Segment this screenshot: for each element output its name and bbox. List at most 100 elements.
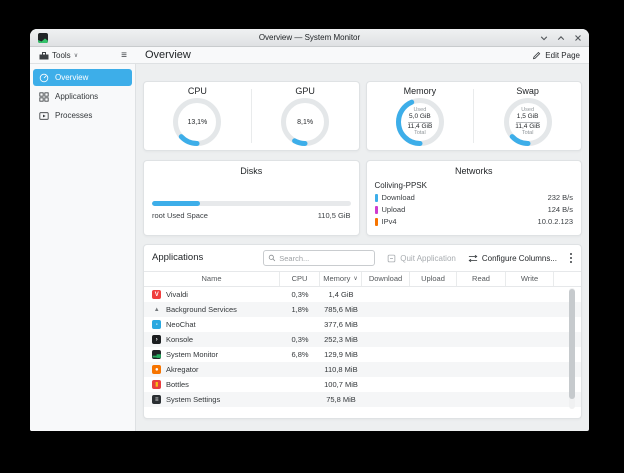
disk-value: 110,5 GiB — [317, 211, 351, 220]
column-header-read[interactable]: Read — [457, 272, 506, 286]
column-header-memory[interactable]: Memory ∨ — [320, 272, 362, 286]
column-header-upload[interactable]: Upload — [410, 272, 457, 286]
sidebar-item-applications[interactable]: Applications — [33, 88, 132, 105]
stat-value: 124 B/s — [547, 205, 573, 215]
page-title: Overview — [145, 48, 191, 61]
sidebar-item-overview[interactable]: Overview — [33, 69, 132, 86]
stat-value: 10.0.2.123 — [537, 217, 573, 227]
cpu-cell — [280, 362, 320, 377]
card-title: Networks — [454, 166, 493, 176]
table-row-konsole[interactable]: › Konsole 0,3% 252,3 MiB — [144, 332, 581, 347]
quit-application-button[interactable]: Quit Application — [387, 254, 456, 263]
gauge-title: GPU — [295, 86, 315, 96]
total-value: 11,4 GiB — [407, 122, 433, 130]
used-value: 5,0 GiB — [409, 113, 431, 120]
app-icon — [38, 33, 48, 43]
stat-label: Download — [381, 193, 415, 203]
tools-label: Tools — [52, 50, 71, 60]
divider — [473, 89, 475, 143]
system-monitor-app-icon: ▂▄ — [152, 350, 161, 359]
maximize-button[interactable] — [556, 34, 565, 43]
used-label: Used — [521, 106, 535, 113]
quit-application-label: Quit Application — [400, 253, 456, 263]
configure-columns-label: Configure Columns... — [481, 253, 557, 263]
network-name: Coliving-PPSK — [374, 181, 427, 190]
table-scrollbar[interactable] — [569, 288, 575, 409]
swap-gauge: Swap Used 1,5 GiB 11,4 GiB Total — [474, 82, 581, 150]
memory-gauge: Memory Used 5,0 GiB 11,4 GiB Total — [367, 82, 474, 150]
memory-cell: 785,6 MiB — [324, 304, 358, 314]
edit-page-button[interactable]: Edit Page — [532, 51, 580, 60]
stat-label: Upload — [381, 205, 406, 215]
close-button[interactable] — [573, 34, 582, 43]
disk-label: root Used Space — [152, 211, 208, 220]
scrollbar-thumb[interactable] — [569, 289, 575, 399]
divider — [407, 121, 432, 123]
vivaldi-app-icon: V — [152, 290, 161, 299]
app-name: System Monitor — [166, 349, 219, 359]
column-label: Memory — [323, 274, 351, 284]
gauge-value: 8,1% — [297, 118, 314, 126]
gauge-title: Memory — [403, 86, 437, 96]
table-row-background-services[interactable]: ▲ Background Services 1,8% 785,6 MiB — [144, 302, 581, 317]
cpu-cell — [280, 317, 320, 332]
sidebar-item-label: Processes — [55, 110, 93, 120]
table-row-system-monitor[interactable]: ▂▄ System Monitor 6,8% 129,9 MiB — [144, 347, 581, 362]
configure-columns-button[interactable]: Configure Columns... — [468, 254, 557, 263]
network-stat-row: Upload 124 B/s — [374, 205, 573, 215]
minimize-button[interactable] — [539, 34, 548, 43]
applications-table: V Vivaldi 0,3% 1,4 GiB ▲ Background Servic… — [144, 287, 581, 407]
memory-cell: 75,8 MiB — [326, 394, 356, 404]
memory-cell: 100,7 MiB — [324, 379, 358, 389]
cpu-cell — [280, 377, 320, 392]
speedometer-icon — [39, 73, 49, 82]
gauge-title: CPU — [187, 86, 207, 96]
cpu-gpu-card: CPU 13,1% GPU 8,1% — [143, 81, 360, 151]
system-monitor-window: Overview — System Monitor Tools ∨ ≡ Over… — [30, 29, 589, 431]
column-header-name[interactable]: Name — [144, 272, 280, 286]
table-header: Name CPU Memory ∨ Download Upload Read W… — [144, 271, 581, 287]
app-name: Vivaldi — [166, 289, 188, 299]
memory-cell: 252,3 MiB — [324, 334, 358, 344]
network-stat-row: IPv4 10.0.2.123 — [374, 217, 573, 227]
edit-page-label: Edit Page — [545, 50, 580, 60]
akregator-app-icon: ● — [152, 365, 161, 374]
column-header-cpu[interactable]: CPU — [280, 272, 320, 286]
search-input[interactable] — [263, 250, 376, 266]
sidebar-item-processes[interactable]: Processes — [33, 107, 132, 124]
table-row-akregator[interactable]: ● Akregator 110,8 MiB — [144, 362, 581, 377]
overview-page: CPU 13,1% GPU 8,1% — [136, 64, 589, 431]
toolbox-icon — [39, 51, 49, 59]
download-marker — [374, 194, 378, 202]
total-label: Total — [521, 130, 534, 136]
cpu-cell: 0,3% — [291, 289, 309, 299]
titlebar[interactable]: Overview — System Monitor — [30, 29, 589, 47]
table-row-vivaldi[interactable]: V Vivaldi 0,3% 1,4 GiB — [144, 287, 581, 302]
column-header-write[interactable]: Write — [506, 272, 554, 286]
memory-cell: 110,8 MiB — [324, 364, 358, 374]
search-icon — [269, 254, 276, 262]
applications-card: Applications Quit Application Configure … — [143, 244, 582, 419]
overflow-menu-button[interactable] — [569, 252, 573, 264]
applications-title: Applications — [152, 252, 204, 264]
window-title: Overview — System Monitor — [258, 32, 361, 42]
divider — [515, 121, 540, 123]
tools-menu-button[interactable]: Tools ∨ — [39, 51, 78, 60]
cpu-gauge: CPU 13,1% — [144, 82, 251, 150]
sidebar-item-label: Overview — [55, 72, 89, 82]
divider — [250, 89, 252, 143]
vertical-dots-icon — [570, 253, 572, 263]
memory-cell: 129,9 MiB — [324, 349, 358, 359]
grid-icon — [39, 91, 49, 102]
ipv4-marker — [374, 218, 378, 226]
table-row-system-settings[interactable]: ≡ System Settings 75,8 MiB — [144, 392, 581, 407]
table-row-neochat[interactable]: - NeoChat 377,6 MiB — [144, 317, 581, 332]
pencil-icon — [533, 51, 541, 59]
table-row-bottles[interactable]: ▮ Bottles 100,7 MiB — [144, 377, 581, 392]
column-header-download[interactable]: Download — [362, 272, 410, 286]
upload-marker — [374, 206, 378, 214]
hamburger-menu-button[interactable]: ≡ — [121, 49, 127, 61]
disk-usage-bar — [152, 201, 351, 206]
app-name: Bottles — [166, 379, 189, 389]
memory-swap-card: Memory Used 5,0 GiB 11,4 GiB Total — [365, 81, 582, 151]
